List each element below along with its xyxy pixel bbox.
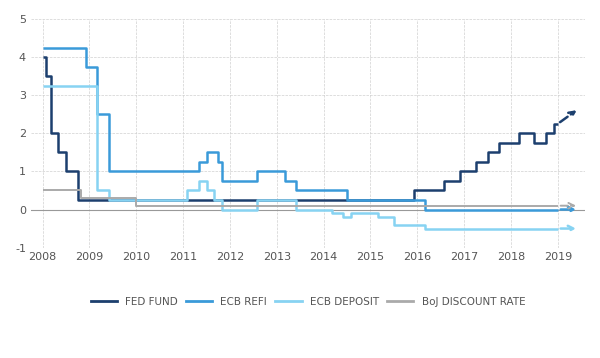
Legend: FED FUND, ECB REFI, ECB DEPOSIT, BoJ DISCOUNT RATE: FED FUND, ECB REFI, ECB DEPOSIT, BoJ DIS… [86, 292, 529, 311]
